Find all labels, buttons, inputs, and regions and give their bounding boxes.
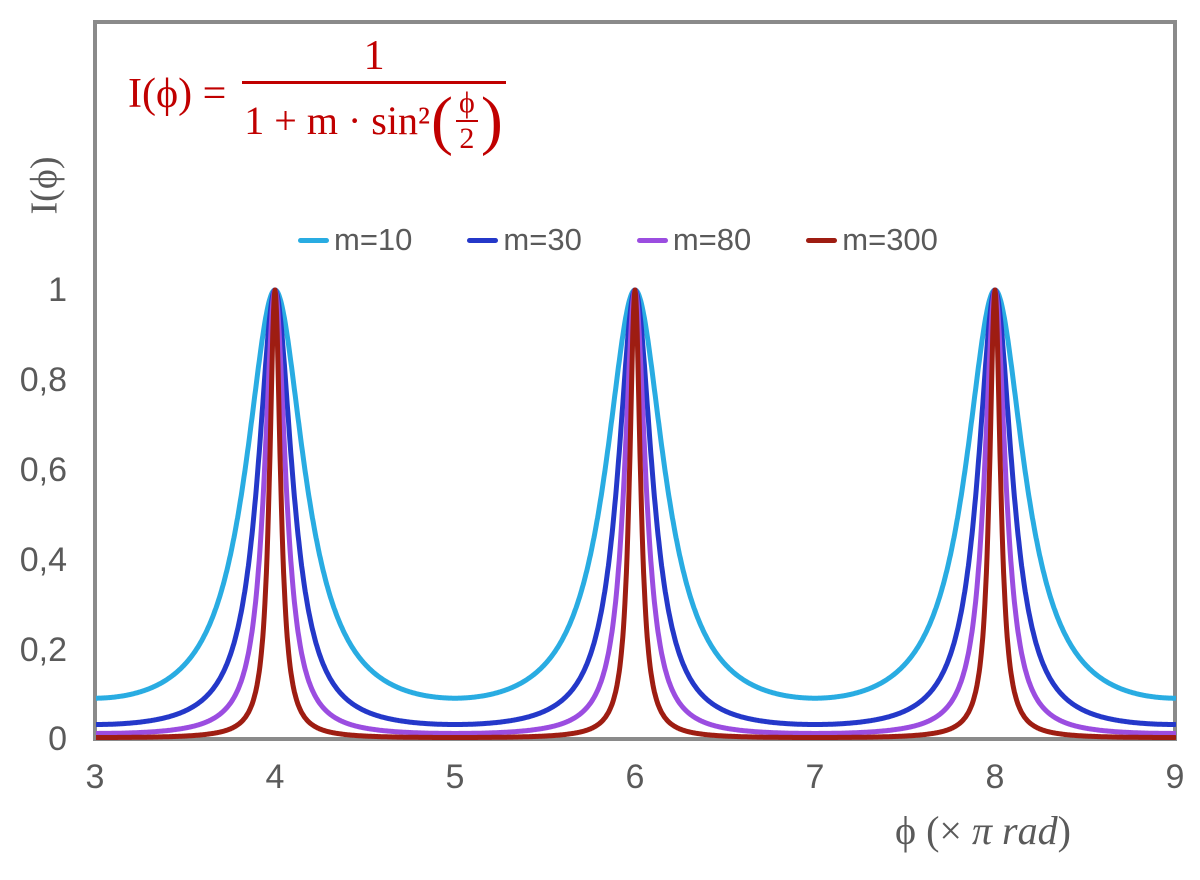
legend-swatch-m30 bbox=[467, 237, 499, 243]
x-axis-title-pre: (× bbox=[916, 808, 972, 853]
legend-item-m10: m=10 bbox=[298, 222, 412, 258]
formula-denominator: 1 + m · sin² ( ϕ 2 ) bbox=[242, 86, 506, 154]
x-tick-6: 6 bbox=[625, 758, 645, 796]
formula-fraction: 1 1 + m · sin² ( ϕ 2 ) bbox=[242, 34, 506, 154]
legend-label-m300: m=300 bbox=[842, 222, 938, 257]
x-tick-5: 5 bbox=[445, 758, 465, 796]
y-tick-0-6: 0,6 bbox=[19, 451, 67, 489]
x-axis-title-phi: ϕ bbox=[895, 808, 917, 853]
legend-swatch-m10 bbox=[298, 237, 329, 243]
formula-denominator-text: 1 + m · sin² bbox=[244, 98, 430, 144]
y-tick-0-8: 0,8 bbox=[19, 361, 67, 399]
legend-item-m30: m=30 bbox=[467, 222, 582, 258]
y-tick-0: 0 bbox=[48, 720, 67, 758]
formula-annotation: I(ϕ) = 1 1 + m · sin² ( ϕ 2 ) bbox=[128, 34, 506, 154]
x-tick-3: 3 bbox=[85, 758, 105, 796]
open-paren: ( bbox=[430, 84, 453, 158]
x-tick-7: 7 bbox=[805, 758, 825, 796]
inner-numerator: ϕ bbox=[459, 86, 475, 120]
close-paren: ) bbox=[480, 84, 503, 158]
x-tick-8: 8 bbox=[985, 758, 1005, 796]
legend-label-m10: m=10 bbox=[334, 222, 413, 257]
y-tick-0-4: 0,4 bbox=[19, 541, 67, 579]
legend-swatch-m300 bbox=[806, 237, 838, 243]
legend-item-m300: m=300 bbox=[806, 222, 938, 258]
legend-item-m80: m=80 bbox=[636, 222, 752, 258]
y-tick-0-2: 0,2 bbox=[19, 631, 67, 669]
legend-label-m30: m=30 bbox=[503, 222, 582, 257]
x-axis-title-post: ) bbox=[1057, 808, 1071, 853]
x-tick-9: 9 bbox=[1165, 758, 1185, 796]
legend-swatch-m80 bbox=[636, 237, 668, 243]
formula-numerator: 1 bbox=[363, 33, 385, 79]
formula-lhs: I(ϕ) = bbox=[128, 71, 227, 118]
inner-fraction-bar bbox=[455, 120, 478, 123]
formula-inner-fraction: ϕ 2 bbox=[455, 86, 478, 156]
y-axis-title: I(ϕ) bbox=[23, 156, 66, 215]
x-axis-title: ϕ (× π rad) bbox=[843, 808, 1123, 854]
legend: m=10 m=30 m=80 m=300 bbox=[298, 222, 938, 258]
legend-label-m80: m=80 bbox=[672, 222, 752, 257]
x-tick-4: 4 bbox=[265, 758, 285, 796]
inner-denominator: 2 bbox=[459, 122, 475, 156]
formula-fraction-bar bbox=[242, 81, 506, 85]
x-axis-title-units: π rad bbox=[972, 808, 1058, 853]
y-tick-1: 1 bbox=[48, 271, 67, 309]
